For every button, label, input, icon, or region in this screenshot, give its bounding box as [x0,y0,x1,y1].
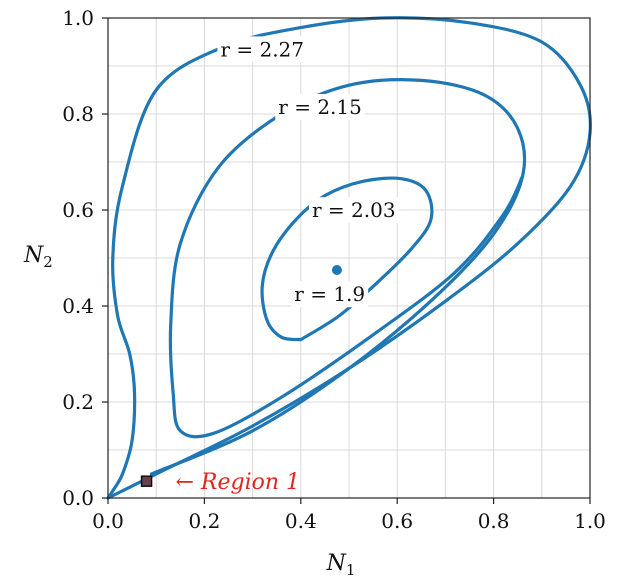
x-tick-label: 0.2 [188,509,220,533]
curve-label: r = 1.9 [294,282,365,306]
y-tick-label: 0.6 [62,198,94,222]
y-tick-label: 0.4 [62,294,94,318]
curve-label-bg [309,197,399,224]
limit-cycle-1 [149,78,527,476]
x-tick-label: 0.4 [285,509,317,533]
y-tick-label: 0.8 [62,102,94,126]
region-1-marker [140,475,153,487]
curve-labels: r = 2.27 r = 2.15 r = 2.03 r = 1.9 [217,36,399,308]
curve-label: r = 2.27 [220,37,304,61]
region-annotation: ← Region 1 [140,470,300,495]
x-tick-label: 0.0 [92,509,124,533]
limit-cycle-2 [260,176,434,342]
curve-label: r = 2.03 [312,198,396,222]
region-1-label: ← Region 1 [175,470,300,495]
curve-label-bg [275,94,365,120]
y-tick-label: 1.0 [62,6,94,30]
x-tick-label: 0.8 [478,509,510,533]
y-axis-label-subscript: 2 [43,253,53,271]
y-axis-label: N2 [23,243,53,271]
axes-box [107,17,591,499]
x-axis-label: N1 [326,551,356,579]
curve-label-bg [217,36,308,63]
grid [107,17,591,499]
equilibrium-point [331,265,342,275]
plot-frame [107,17,591,499]
x-tick-label: 0.6 [381,509,413,533]
axis-ticks: 0.0 0.2 0.4 0.6 0.8 1.0 0.0 0.2 0.4 0.6 0.8 1.0 [62,6,606,533]
y-tick-label: 0.2 [62,390,94,414]
y-tick-label: 0.0 [62,486,94,510]
x-axis-label-subscript: 1 [346,561,356,579]
curve-label-bg [291,281,369,308]
curve-label: r = 2.15 [278,95,362,119]
x-tick-label: 1.0 [574,509,606,533]
